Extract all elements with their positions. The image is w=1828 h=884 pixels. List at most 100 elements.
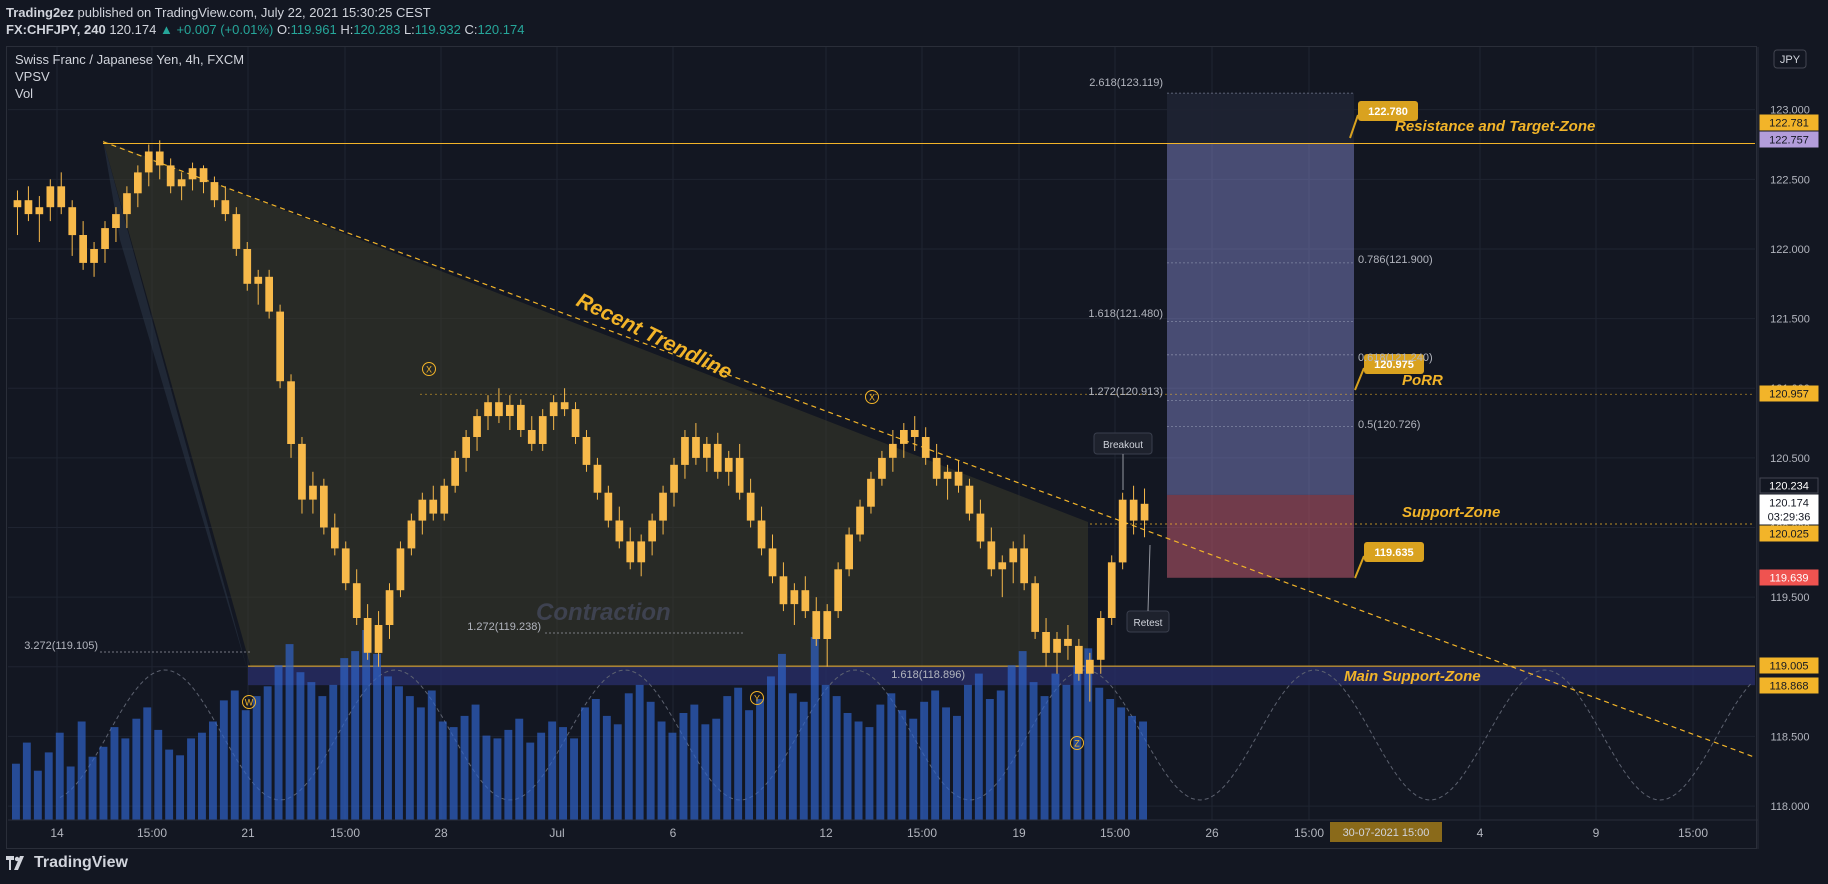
volume-bar <box>296 672 305 820</box>
price-label-bg <box>1759 114 1819 131</box>
volume-bar <box>898 710 907 820</box>
candle-body <box>560 402 569 410</box>
porr-label: PoRR <box>1402 372 1443 389</box>
candle-body <box>57 186 66 208</box>
volume-bar <box>1128 715 1136 820</box>
candle-body <box>823 611 832 639</box>
volume-bar <box>756 699 764 820</box>
candle-body <box>1075 645 1083 674</box>
close-value: 120.174 <box>477 22 525 37</box>
candle-body <box>112 214 120 228</box>
indicator-vol[interactable]: Vol <box>15 86 34 101</box>
volume-bar <box>1139 721 1147 820</box>
volume-bar <box>931 690 940 820</box>
volume-bar <box>384 676 392 820</box>
volume-bar <box>165 749 174 820</box>
candle-body <box>232 214 241 249</box>
drop-zone <box>103 140 248 672</box>
candle-body <box>1009 548 1018 563</box>
volume-bar <box>1084 648 1093 820</box>
volume-bar <box>405 696 414 820</box>
tradingview-logo-icon <box>6 856 24 870</box>
currency-label[interactable]: JPY <box>1780 54 1801 66</box>
candle-body <box>681 437 689 465</box>
high-value: 120.283 <box>353 22 401 37</box>
candle-body <box>1140 503 1149 521</box>
retest-label: Retest <box>1134 618 1163 629</box>
candle-body <box>331 527 339 549</box>
candle-body <box>648 520 656 542</box>
time-highlight-bg <box>1330 822 1442 842</box>
candle-body <box>549 402 558 417</box>
currency-button[interactable] <box>1773 49 1807 69</box>
contraction-zone <box>103 140 1088 668</box>
candle-body <box>1042 632 1050 653</box>
main-support-band <box>248 666 1755 686</box>
wave-z-marker: Z <box>1074 739 1080 749</box>
price-axis-tick: 122.000 <box>1770 244 1810 256</box>
candle-body <box>637 541 646 563</box>
candle-body <box>440 485 449 514</box>
porr-callout: 120.975 <box>1374 359 1414 371</box>
symbol-line: FX:CHFJPY, 240 120.174 ▲ +0.007 (+0.01%)… <box>6 21 524 38</box>
fib-0786-label: 0.786(121.900) <box>1358 254 1433 266</box>
porr-callout-pointer <box>1354 367 1365 391</box>
volume-bar <box>996 690 1005 820</box>
indicator-vpsv[interactable]: VPSV <box>15 69 50 84</box>
volume-bar <box>1051 673 1060 820</box>
candle-body <box>976 513 985 542</box>
candle-body <box>1129 499 1138 521</box>
candle-body <box>812 611 821 639</box>
price-axis-tick: 118.000 <box>1771 801 1810 813</box>
candle-body <box>615 520 624 542</box>
wave-w-marker-circle <box>242 695 256 709</box>
volume-bar <box>526 742 535 820</box>
fib-0618-label: 0.618(121.240) <box>1358 352 1433 364</box>
instrument-title[interactable]: Swiss Franc / Japanese Yen, 4h, FXCM <box>15 52 245 67</box>
symbol-name[interactable]: FX:CHFJPY, 240 <box>6 22 106 37</box>
volume-bar <box>33 770 42 820</box>
candle-body <box>352 583 361 618</box>
wave-y-marker-circle <box>750 691 764 705</box>
tradingview-logo[interactable]: TradingView <box>6 854 128 872</box>
chart-pane[interactable] <box>6 46 1757 849</box>
price-label-bg <box>1759 131 1819 148</box>
time-axis-tick: 15:00 <box>137 826 167 840</box>
wave-w-marker: W <box>245 698 254 708</box>
contraction-label: Contraction <box>536 599 671 626</box>
volume-bar <box>504 729 513 820</box>
volume-bar <box>701 724 710 820</box>
volume-bar <box>395 686 403 820</box>
candle-body <box>506 404 514 416</box>
wave-x2-marker-circle <box>865 390 879 404</box>
volume-bar <box>964 684 972 820</box>
volume-bar <box>176 755 184 820</box>
volume-bar <box>362 630 371 820</box>
candle-body <box>659 492 667 521</box>
price-label-bg <box>1759 657 1819 674</box>
price-label-bg <box>1759 385 1819 402</box>
candle-body <box>451 457 459 486</box>
candle-body <box>396 548 405 591</box>
low-label: L: <box>403 22 415 37</box>
wave-x2-marker: X <box>869 393 875 403</box>
fib-1272-top-label: 1.272(120.913) <box>1088 386 1163 398</box>
volume-bar <box>745 710 753 820</box>
time-axis-tick: 4 <box>1477 826 1484 840</box>
fib-2618-label: 2.618(123.119) <box>1089 77 1163 89</box>
breakout-label: Breakout <box>1103 440 1143 451</box>
volume-bar <box>438 721 447 820</box>
time-axis-tick: 26 <box>1205 826 1219 840</box>
published-text: published on TradingView.com, July 22, 2… <box>77 5 431 20</box>
recent-trendline[interactable] <box>102 141 1756 758</box>
candle-body <box>1064 638 1072 646</box>
candle-body <box>724 457 733 472</box>
candle-body <box>593 464 602 493</box>
change-up-icon: ▲ <box>159 22 173 37</box>
candle-body <box>418 499 427 521</box>
price-label-bg <box>1759 477 1819 494</box>
volume-bar <box>329 684 338 820</box>
volume-bar <box>1095 687 1104 820</box>
publisher-name[interactable]: Trading2ez <box>6 5 74 20</box>
